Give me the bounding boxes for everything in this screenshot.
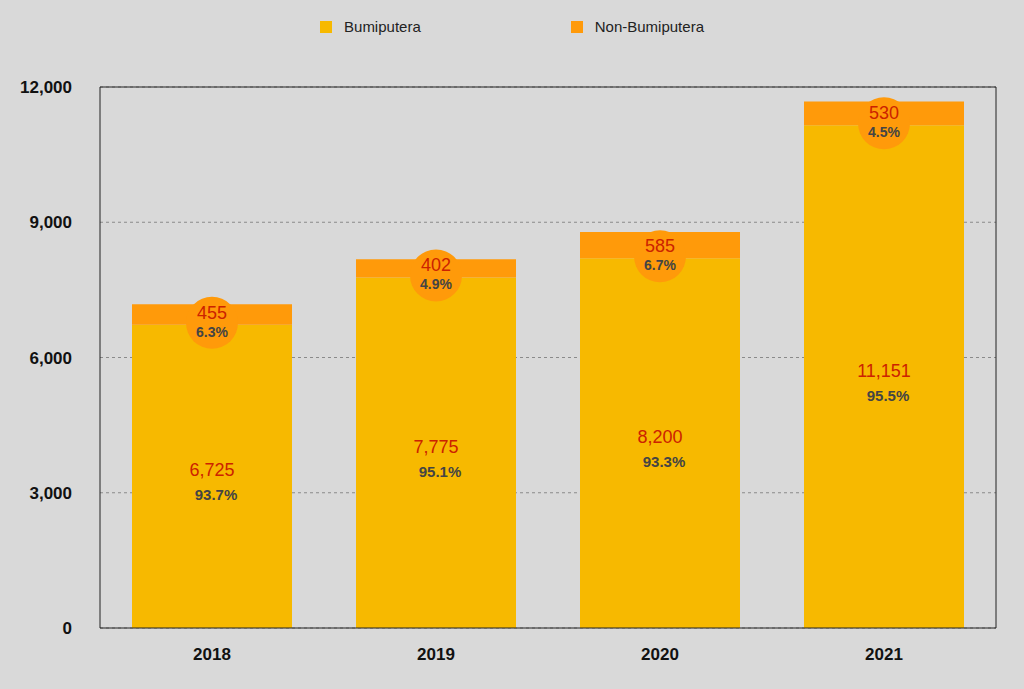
svg-text:2019: 2019 [417,645,455,664]
svg-text:93.3%: 93.3% [643,453,686,470]
svg-text:455: 455 [197,303,227,323]
svg-text:0: 0 [63,619,72,638]
svg-text:530: 530 [869,103,899,123]
svg-text:402: 402 [421,255,451,275]
svg-text:11,151: 11,151 [857,361,911,381]
svg-text:93.7%: 93.7% [195,486,238,503]
svg-text:6.3%: 6.3% [196,324,228,340]
svg-text:8,200: 8,200 [637,427,682,447]
svg-text:7,775: 7,775 [413,437,458,457]
svg-text:2021: 2021 [865,645,903,664]
svg-text:12,000: 12,000 [20,78,72,97]
html-text:Bumiputera: Bumiputera [344,18,421,35]
svg-text:95.1%: 95.1% [419,463,462,480]
svg-text:9,000: 9,000 [29,213,72,232]
svg-text:3,000: 3,000 [29,484,72,503]
svg-text:2020: 2020 [641,645,679,664]
svg-text:6,000: 6,000 [29,349,72,368]
svg-text:4.5%: 4.5% [868,124,900,140]
svg-text:4.9%: 4.9% [420,276,452,292]
svg-text:2018: 2018 [193,645,231,664]
html-text:Non-Bumiputera: Non-Bumiputera [594,18,704,35]
svg-text:95.5%: 95.5% [867,387,910,404]
svg-text:585: 585 [645,236,675,256]
svg-text:6,725: 6,725 [189,460,234,480]
svg-text:6.7%: 6.7% [644,257,676,273]
